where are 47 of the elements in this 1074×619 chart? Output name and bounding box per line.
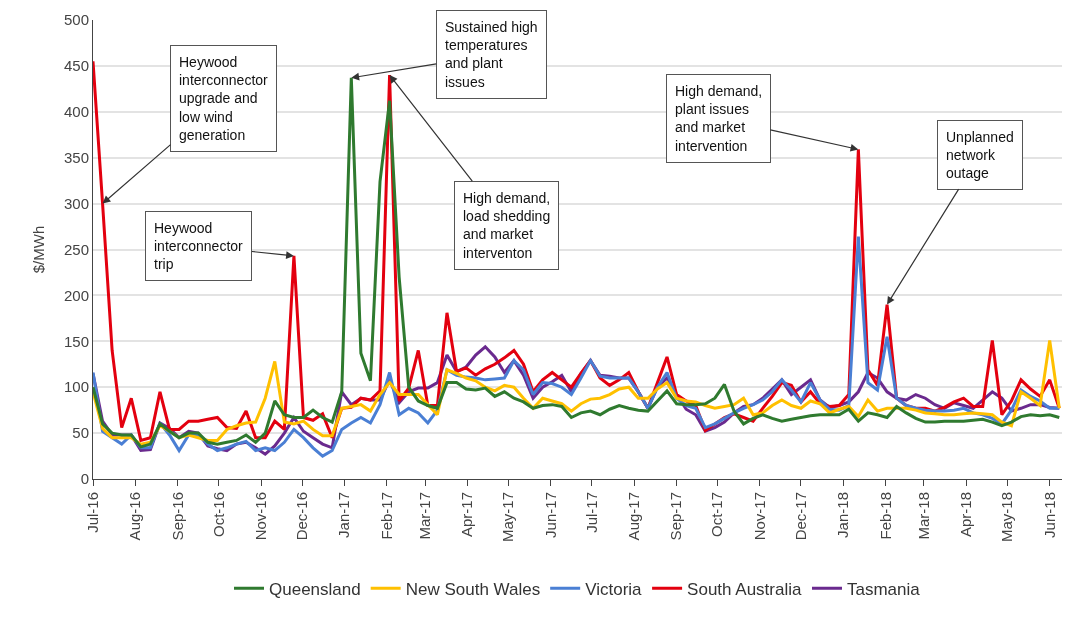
x-tick-label: Jul-16 [83, 492, 101, 533]
x-tick-label: Dec-17 [791, 492, 809, 541]
y-tick-label: 500 [63, 11, 89, 29]
x-tick-label: Aug-16 [126, 492, 144, 541]
y-tick-label: 350 [63, 148, 89, 166]
x-tick-label: Dec-16 [292, 492, 310, 541]
x-tick-label: May-17 [499, 492, 517, 543]
legend-label: New South Wales [405, 579, 541, 599]
y-tick-label: 200 [63, 286, 89, 304]
x-tick-label: Jun-18 [1040, 492, 1058, 538]
x-tick-label: Jul-17 [582, 492, 600, 533]
annotation: High demand, plant issues and market intervention [675, 83, 763, 154]
legend-label: South Australia [687, 579, 802, 599]
x-tick-label: Mar-18 [914, 492, 932, 540]
x-tick-label: Jan-17 [335, 492, 353, 538]
y-tick-label: 450 [63, 57, 89, 75]
annotation: Sustained high temperatures and plant issues [445, 19, 538, 90]
legend-label: Queensland [269, 579, 361, 599]
y-tick-label: 250 [63, 240, 89, 258]
y-tick-label: 300 [63, 194, 89, 212]
annotation: Heywood interconnector trip [154, 220, 244, 273]
x-tick-label: Sep-17 [667, 492, 685, 541]
y-tick-label: 50 [72, 424, 89, 442]
x-tick-label: Feb-18 [876, 492, 894, 540]
y-axis-title: $/MWh [30, 225, 48, 274]
legend-label: Tasmania [846, 579, 921, 599]
x-tick-label: Sep-16 [168, 492, 186, 541]
x-tick-label: Jun-17 [541, 492, 559, 538]
x-tick-label: Nov-17 [750, 492, 768, 541]
y-tick-label: 0 [80, 470, 89, 488]
annotation: Heywood interconnector upgrade and low wind generation [179, 54, 269, 143]
annotation: High demand, load shedding and market interventon [463, 190, 551, 261]
x-tick-label: May-18 [998, 492, 1016, 543]
x-tick-label: Feb-17 [377, 492, 395, 540]
x-tick-label: Apr-17 [458, 492, 476, 538]
x-tick-label: Mar-17 [415, 492, 433, 540]
x-tick-label: Oct-17 [708, 492, 726, 538]
x-tick-label: Jan-18 [834, 492, 852, 538]
x-tick-label: Oct-16 [209, 492, 227, 538]
annotation: Unplanned network outage [946, 129, 1014, 182]
legend-label: Victoria [585, 579, 643, 599]
x-tick-label: Nov-16 [251, 492, 269, 541]
y-tick-label: 400 [63, 103, 89, 121]
x-tick-label: Aug-17 [625, 492, 643, 541]
y-tick-label: 100 [63, 378, 89, 396]
y-tick-label: 150 [63, 332, 89, 350]
x-tick-label: Apr-18 [957, 492, 975, 538]
